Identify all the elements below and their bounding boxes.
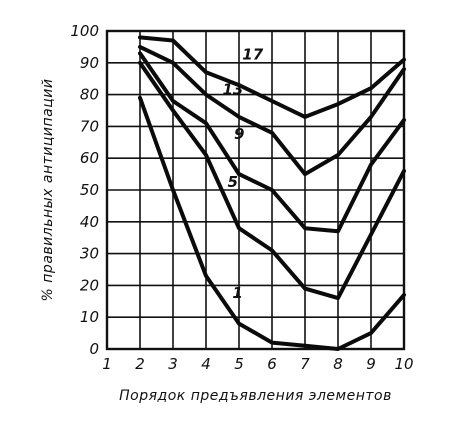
y-tick-label: 50 — [80, 181, 99, 199]
series-line-13 — [138, 44, 406, 177]
x-tick-label: 10 — [394, 355, 413, 373]
y-tick-label: 40 — [80, 213, 99, 231]
x-tick-label: 2 — [135, 355, 145, 373]
y-tick-label: 60 — [80, 149, 99, 167]
x-tick-label: 8 — [333, 355, 343, 373]
series-label-9: 9 — [234, 125, 244, 143]
y-tick-label: 90 — [80, 54, 99, 72]
series-label-1: 1 — [232, 284, 242, 302]
x-axis-label: Порядок предъявления элементов — [119, 388, 392, 404]
y-tick-label: 20 — [80, 276, 99, 294]
y-tick-label: 70 — [80, 117, 99, 135]
series-label-13: 13 — [223, 81, 244, 99]
x-tick-label: 7 — [300, 355, 310, 373]
y-tick-label: 100 — [70, 22, 99, 40]
y-tick-label: 30 — [80, 245, 99, 263]
x-tick-label: 6 — [267, 355, 277, 373]
y-tick-label: 0 — [89, 340, 99, 358]
x-tick-label: 3 — [168, 355, 178, 373]
y-tick-label: 80 — [80, 86, 99, 104]
x-tick-label: 5 — [234, 355, 244, 373]
plot-frame — [105, 29, 406, 351]
x-tick-label: 4 — [201, 355, 211, 373]
series-line-9 — [138, 51, 406, 234]
series-line-5 — [138, 60, 406, 301]
series-labels: 17 13 9 5 1 — [223, 46, 264, 302]
series-label-17: 17 — [242, 46, 263, 64]
series-label-5: 5 — [227, 173, 237, 191]
y-axis-label: % правильных антиципаций — [40, 79, 56, 302]
x-tick-label: 9 — [366, 355, 376, 373]
series-line-17 — [138, 35, 406, 119]
y-tick-label: 10 — [80, 308, 99, 326]
series-line-1 — [138, 95, 406, 351]
series-lines — [138, 35, 406, 351]
x-tick-label: 1 — [102, 355, 112, 373]
